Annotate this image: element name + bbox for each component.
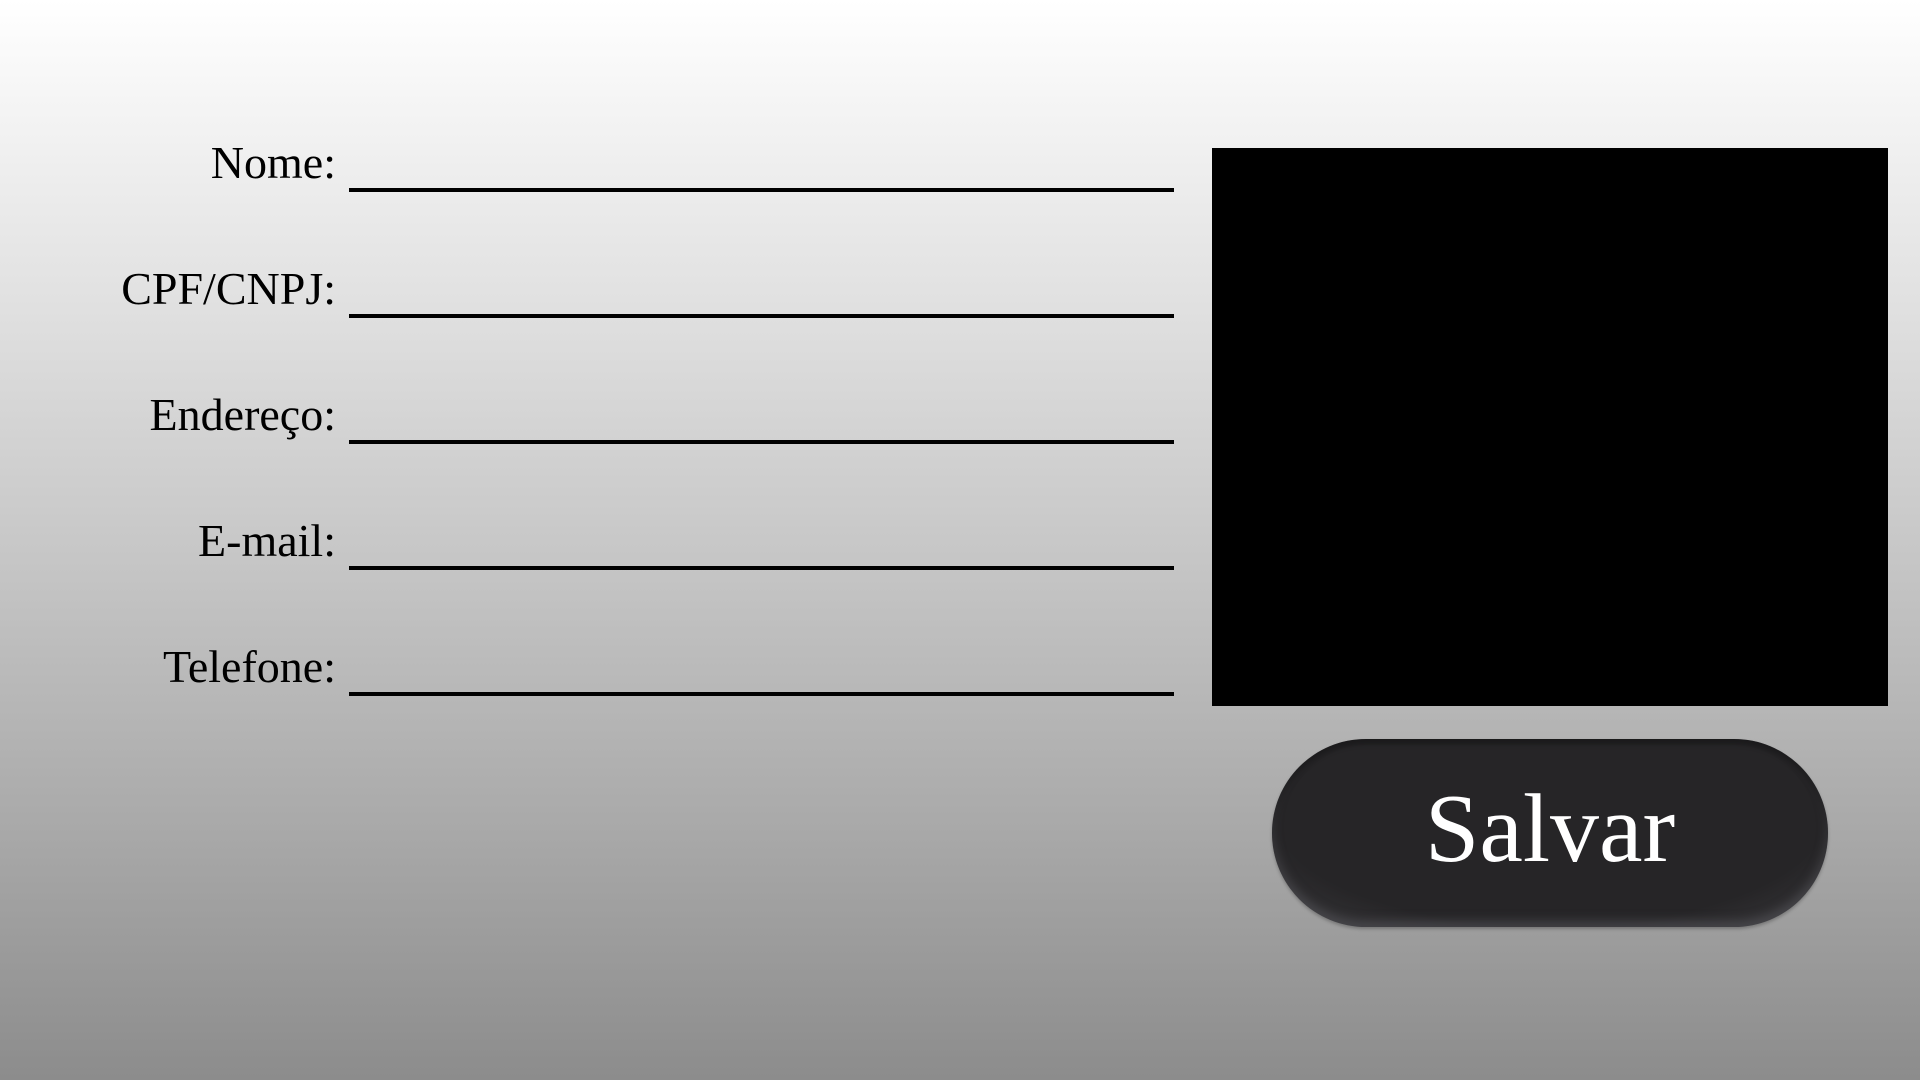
field-row-telefone: Telefone: bbox=[0, 636, 1175, 696]
cpf-cnpj-label: CPF/CNPJ: bbox=[121, 263, 336, 314]
endereco-label: Endereço: bbox=[149, 389, 336, 440]
cpf-cnpj-input[interactable] bbox=[349, 278, 1174, 318]
nome-input[interactable] bbox=[349, 152, 1174, 192]
email-label: E-mail: bbox=[198, 515, 336, 566]
registration-form: Nome: CPF/CNPJ: Endereço: E-mail: Telefo… bbox=[0, 132, 1175, 696]
nome-label: Nome: bbox=[210, 137, 336, 188]
save-button[interactable]: Salvar bbox=[1272, 739, 1828, 927]
field-row-endereco: Endereço: bbox=[0, 384, 1175, 444]
field-row-email: E-mail: bbox=[0, 510, 1175, 570]
telefone-input[interactable] bbox=[349, 656, 1174, 696]
endereco-input[interactable] bbox=[349, 404, 1174, 444]
preview-panel bbox=[1212, 148, 1888, 706]
email-input[interactable] bbox=[349, 530, 1174, 570]
field-row-cpf-cnpj: CPF/CNPJ: bbox=[0, 258, 1175, 318]
field-row-nome: Nome: bbox=[0, 132, 1175, 192]
telefone-label: Telefone: bbox=[162, 641, 336, 692]
